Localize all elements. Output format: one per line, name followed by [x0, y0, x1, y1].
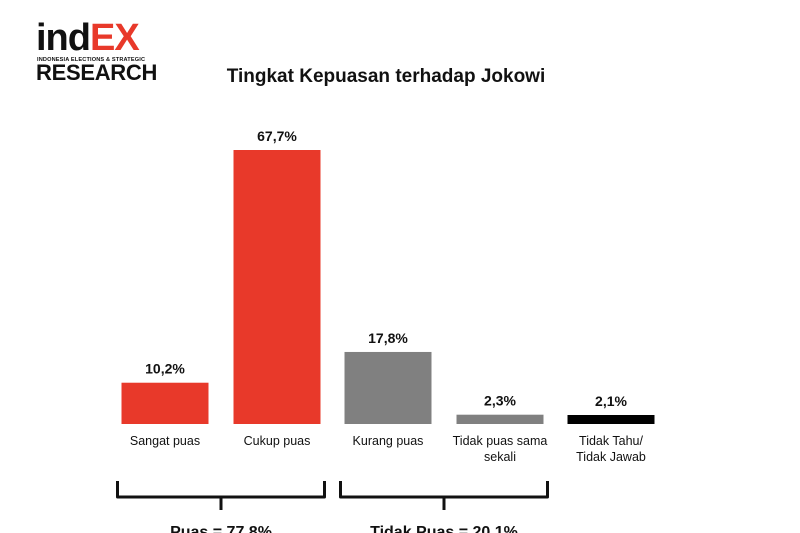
group-bracket [116, 481, 326, 510]
category-label: Kurang puas [353, 434, 424, 448]
bar-value-label: 67,7% [257, 128, 297, 144]
bar-value-label: 2,3% [484, 393, 516, 409]
bar [456, 414, 544, 424]
category-label: Cukup puas [244, 434, 311, 448]
group-label: Tidak Puas = 20,1% [370, 524, 518, 533]
logo-wordmark: indEX [36, 17, 140, 59]
bar [344, 351, 432, 424]
group-bracket [339, 481, 549, 510]
bar-value-label: 10,2% [145, 361, 185, 377]
logo-tagline: INDONESIA ELECTIONS & STRATEGIC [37, 57, 146, 63]
bar [567, 415, 655, 424]
bar [233, 150, 321, 424]
chart-title: Tingkat Kepuasan terhadap Jokowi [226, 66, 546, 87]
group-label: Puas = 77,8% [170, 524, 272, 533]
category-label: Sangat puas [130, 434, 200, 448]
index-research-logo: indEX INDONESIA ELECTIONS & STRATEGIC RE… [36, 17, 160, 85]
logo-research-text: RESEARCH [36, 60, 158, 85]
bar [121, 382, 209, 424]
bar-value-label: 17,8% [368, 330, 408, 346]
category-label: Tidak puas sama sekali [453, 434, 548, 464]
category-label: Tidak Tahu/Tidak Jawab [576, 434, 646, 464]
bar-value-label: 2,1% [595, 393, 627, 409]
